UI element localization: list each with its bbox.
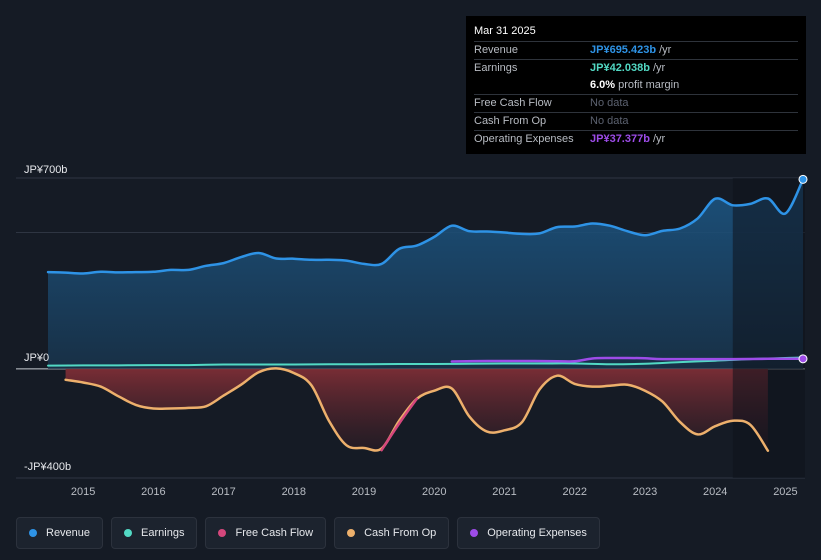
tooltip-row: Operating Expenses JP¥37.377b/yr (474, 130, 798, 148)
tooltip-row-value: JP¥42.038b/yr (590, 62, 666, 74)
legend-label: Cash From Op (364, 527, 437, 539)
tooltip-panel: Mar 31 2025 Revenue JP¥695.423b/yr Earning… (466, 16, 806, 154)
x-tick-label: 2021 (492, 486, 516, 498)
tooltip-row-value: JP¥37.377b/yr (590, 133, 666, 145)
forecast-shade (732, 178, 805, 478)
x-tick-label: 2020 (422, 486, 446, 498)
x-tick-label: 2016 (141, 486, 165, 498)
legend-dot-icon (347, 529, 356, 537)
x-tick-label: 2017 (211, 486, 235, 498)
legend-label: Revenue (46, 527, 91, 539)
tooltip-row-label: Cash From Op (474, 115, 547, 127)
x-tick-label: 2022 (563, 486, 587, 498)
tooltip-row-label: Free Cash Flow (474, 97, 552, 109)
legend-dot-icon (218, 529, 227, 537)
y-tick-label: JP¥0 (24, 352, 49, 364)
revenue-end-marker (798, 174, 808, 184)
legend-item-operating-expenses[interactable]: Operating Expenses (457, 517, 600, 549)
legend-item-cash-from-op[interactable]: Cash From Op (334, 517, 450, 549)
tooltip-row-value: JP¥695.423b/yr (590, 44, 672, 56)
operating-expenses-line (450, 356, 805, 363)
free-cash-flow-line (380, 397, 418, 452)
tooltip-row: Cash From Op No data (474, 112, 798, 130)
tooltip-row-value: No data (590, 97, 629, 109)
legend-item-earnings[interactable]: Earnings (111, 517, 198, 549)
x-tick-label: 2025 (773, 486, 797, 498)
legend: Revenue Earnings Free Cash Flow Cash From O… (16, 517, 608, 549)
legend-label: Earnings (141, 527, 185, 539)
tooltip-row: Revenue JP¥695.423b/yr (474, 41, 798, 59)
y-tick-label: -JP¥400b (24, 461, 71, 473)
x-tick-label: 2018 (282, 486, 306, 498)
tooltip-row: 6.0% profit margin (474, 77, 798, 94)
x-tick-label: 2023 (633, 486, 657, 498)
tooltip-row-value: 6.0% profit margin (590, 79, 680, 91)
earnings-line (47, 356, 804, 367)
operating-expenses-end-marker (798, 354, 808, 364)
y-tick-label: JP¥700b (24, 164, 67, 176)
x-tick-label: 2024 (703, 486, 727, 498)
legend-dot-icon (29, 529, 37, 537)
x-tick-label: 2015 (71, 486, 95, 498)
x-tick-label: 2019 (352, 486, 376, 498)
tooltip-row-label: Earnings (474, 62, 518, 74)
tooltip-row-label: Operating Expenses (474, 133, 574, 145)
legend-dot-icon (124, 529, 133, 537)
tooltip-row: Earnings JP¥42.038b/yr (474, 59, 798, 77)
legend-dot-icon (470, 529, 479, 537)
tooltip-row: Free Cash Flow No data (474, 94, 798, 112)
cash-from-op-area (65, 368, 768, 451)
tooltip-date: Mar 31 2025 (474, 25, 536, 37)
legend-label: Free Cash Flow (235, 527, 314, 539)
tooltip-row-label: Revenue (474, 44, 519, 56)
revenue-area (48, 179, 803, 369)
legend-item-free-cash-flow[interactable]: Free Cash Flow (205, 517, 327, 549)
tooltip-row-value: No data (590, 115, 629, 127)
legend-item-revenue[interactable]: Revenue (16, 517, 104, 549)
tooltip-row-label (474, 77, 590, 94)
legend-label: Operating Expenses (487, 527, 587, 539)
revenue-line (46, 178, 805, 275)
